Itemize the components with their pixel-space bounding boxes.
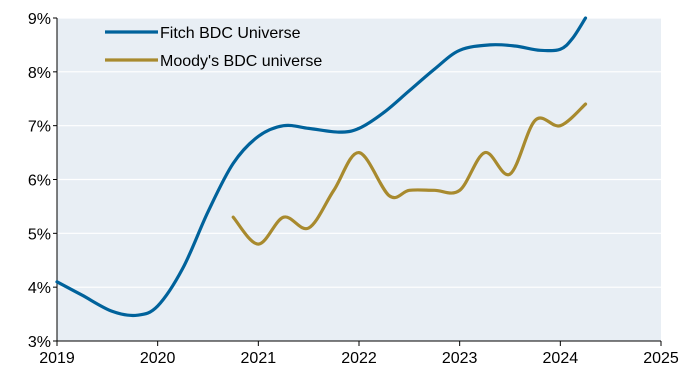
y-tick-label-3: 6% [28,173,51,190]
x-tick-label-0: 2019 [39,350,75,367]
series-line-0 [55,16,588,318]
y-tick-label-6: 9% [28,11,51,28]
x-tick-label-1: 2020 [140,350,176,367]
y-tick-label-2: 5% [28,226,51,243]
x-tick-label-5: 2024 [543,350,579,367]
x-tick-label-2: 2021 [241,350,277,367]
y-tick-label-4: 7% [28,119,51,136]
x-tick-label-6: 2025 [643,350,679,367]
x-axis: 2019 2020 2021 2022 2023 2024 2025 [39,340,679,367]
legend-label-fitch: Fitch BDC Universe [160,25,301,42]
y-axis: 3% 4% 5% 6% 7% 8% 9% [28,11,58,351]
series-line-1 [231,102,588,246]
legend-label-moodys: Moody's BDC universe [160,53,322,70]
x-tick-label-4: 2023 [442,350,478,367]
series-lines [55,16,588,318]
y-tick-label-0: 3% [28,334,51,351]
gridlines [57,17,661,288]
y-tick-label-5: 8% [28,65,51,82]
y-tick-label-1: 4% [28,280,51,297]
legend: Fitch BDC Universe Moody's BDC universe [105,25,322,70]
x-tick-label-3: 2022 [341,350,377,367]
